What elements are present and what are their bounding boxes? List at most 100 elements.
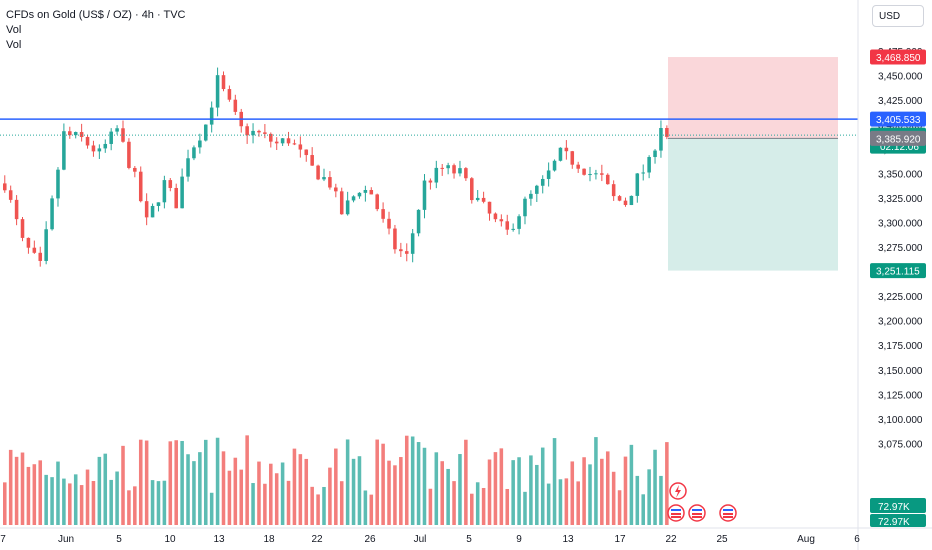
volume-bar [576, 481, 580, 525]
candle-body [316, 165, 320, 180]
candle-body [203, 124, 208, 141]
y-tick-label: 3,075.000 [878, 439, 923, 450]
volume-tag-bg [870, 498, 926, 513]
flag-stripe [723, 516, 733, 518]
x-tick-label: Aug [797, 534, 815, 545]
volume-bar [298, 454, 303, 525]
candle-body [133, 167, 137, 172]
candle-body [274, 141, 279, 144]
candle-body [186, 158, 190, 177]
volume-bar [470, 493, 474, 525]
volume-bar [103, 453, 108, 525]
volume-bar [186, 454, 190, 525]
candle-body [50, 198, 54, 230]
candle-body [617, 196, 622, 201]
volume-bar [375, 439, 379, 525]
x-tick-label: 17 [614, 534, 626, 545]
candle-body [91, 145, 96, 152]
candle-body [422, 180, 427, 210]
volume-bar [304, 458, 309, 525]
volume-bar [434, 452, 439, 525]
candle-body [322, 177, 326, 180]
candle-body [493, 213, 498, 220]
candle-body [605, 174, 610, 185]
candle-body [174, 187, 178, 209]
volume-bar [345, 439, 350, 525]
candle-body [286, 138, 291, 144]
volume-bar [85, 469, 90, 525]
volume-bar [387, 460, 391, 525]
candle-body [653, 150, 657, 158]
y-tick-label: 3,100.000 [878, 415, 923, 426]
candlesticks [3, 67, 669, 267]
candle-body [600, 173, 604, 175]
candle-body [251, 130, 255, 136]
volume-bar [570, 461, 575, 525]
candle-body [215, 75, 220, 108]
volume-bar [529, 455, 533, 525]
volume-bar [233, 457, 238, 525]
volume-bars [3, 435, 669, 525]
volume-bar [659, 475, 663, 525]
volume-bar [594, 437, 598, 525]
event-icons[interactable] [667, 482, 737, 522]
candle-body [381, 209, 385, 219]
y-tick-label: 3,425.000 [878, 96, 923, 107]
candle-body [345, 200, 350, 215]
volume-bar [203, 439, 208, 525]
chart-title: CFDs on Gold (US$ / OZ) · 4h · TVC [6, 9, 186, 21]
volume-bar [517, 457, 521, 525]
candle-body [369, 189, 374, 195]
candle-body [363, 189, 368, 193]
candle-body [26, 237, 31, 248]
volume-bar [481, 487, 486, 525]
take-profit-tag-bg [870, 263, 926, 279]
volume-bar [369, 494, 374, 525]
x-tick-label: 22 [311, 534, 323, 545]
x-tick-label: 5 [466, 534, 472, 545]
entry-tag-bg [870, 130, 926, 146]
volume-bar [251, 483, 255, 525]
volume-bar [150, 480, 155, 525]
x-tick-label: 7 [0, 534, 6, 545]
x-tick-label: Jul [414, 534, 427, 545]
flag-stripe [692, 516, 702, 518]
candle-body [3, 183, 7, 191]
candle-body [233, 99, 238, 112]
volume-tag: 72.97K [878, 502, 910, 513]
flag-stripe [723, 513, 733, 515]
volume-bar [274, 473, 279, 525]
candle-body [351, 196, 356, 201]
currency-button[interactable]: USD [872, 5, 924, 27]
volume-bar [334, 448, 338, 525]
volume-bar [280, 462, 285, 525]
candle-body [470, 178, 474, 201]
candle-body [257, 130, 261, 133]
volume-bar [339, 481, 344, 525]
candle-body [138, 171, 143, 202]
candle-body [576, 164, 580, 169]
candle-body [62, 131, 66, 170]
candle-body [475, 197, 480, 201]
volume-bar [91, 481, 96, 525]
candle-body [221, 75, 226, 90]
volume-bar [133, 486, 137, 525]
flag-stripe [671, 509, 681, 511]
candle-body [14, 199, 19, 220]
volume-bar [56, 461, 60, 525]
volume-bar [428, 488, 433, 525]
volume-bar [665, 442, 669, 525]
y-tick-label: 3,450.000 [878, 72, 923, 83]
time-scale-background[interactable] [0, 528, 932, 550]
volume-bar [600, 458, 604, 525]
volume-bar [138, 439, 143, 525]
volume-bar [416, 442, 421, 525]
y-tick-label: 3,125.000 [878, 390, 923, 401]
volume-bar [440, 461, 444, 525]
candle-body [588, 174, 592, 176]
candle-body [280, 138, 285, 144]
volume-bar [245, 435, 249, 525]
level-tag-bg [870, 111, 926, 127]
volume-bar [558, 479, 563, 525]
